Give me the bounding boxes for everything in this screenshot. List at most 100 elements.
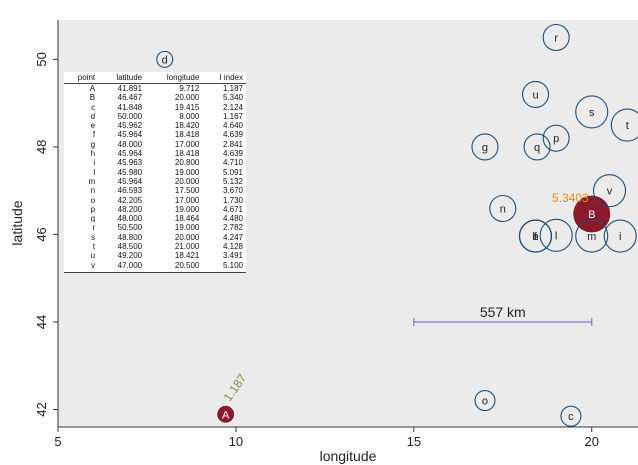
table-cell: 47.000 — [98, 260, 146, 273]
table-row: q 48.000 18.464 4.480 — [64, 214, 246, 223]
table-row: r 50.500 19.000 2.782 — [64, 223, 246, 232]
point-label: B — [588, 209, 595, 221]
point-q: q — [523, 133, 551, 161]
table-header-cell: longitude — [145, 72, 203, 84]
x-tick-label: 5 — [54, 434, 61, 449]
table-cell: 18.420 — [174, 121, 200, 131]
table-cell: 48.000 — [117, 139, 143, 149]
table-row: g 48.000 17.000 2.841 — [64, 140, 246, 149]
point-marker — [575, 95, 609, 129]
table-row: A 41.891 9.712 1.187 — [64, 84, 246, 94]
point-marker — [474, 389, 496, 412]
table-cell: 18.421 — [174, 251, 200, 261]
table-cell: 19.000 — [174, 167, 200, 177]
table-cell: 9.712 — [179, 84, 200, 93]
table-cell: 18.418 — [174, 149, 200, 159]
y-tick-label: 50 — [34, 52, 49, 66]
table-cell: d — [90, 111, 96, 121]
table-cell: 8.000 — [179, 111, 200, 121]
point-label: A — [222, 409, 230, 421]
table-row: s 48.800 20.000 4.247 — [64, 233, 246, 242]
table-cell: p — [90, 204, 96, 214]
x-tick-label: 10 — [229, 434, 243, 449]
point-label: l — [555, 230, 557, 242]
point-label: m — [587, 231, 596, 243]
table-cell: 17.500 — [174, 186, 200, 196]
point-marker — [560, 405, 582, 427]
point-label: s — [589, 107, 595, 119]
point-marker — [471, 133, 499, 161]
table-cell: 45.964 — [117, 176, 143, 186]
table-cell: u — [90, 251, 96, 261]
table-cell: 2.124 — [222, 102, 243, 112]
table-cell: 46.593 — [117, 186, 143, 196]
table-cell: 49.200 — [117, 251, 143, 261]
point-g: g — [471, 133, 499, 161]
table-cell: 45.962 — [117, 121, 143, 131]
point-d: d — [156, 50, 174, 68]
table-header-cell: latitude — [98, 72, 146, 84]
y-axis-title: latitude — [9, 200, 25, 245]
table-cell: 4.710 — [222, 158, 243, 168]
table-cell: 4.639 — [222, 149, 243, 159]
point-marker — [610, 108, 638, 142]
point-marker — [592, 174, 627, 208]
point-m: m — [575, 219, 609, 253]
point-v: v — [592, 174, 627, 208]
point-l: l — [539, 218, 573, 252]
table-cell: 21.000 — [174, 242, 200, 252]
table-row: t 48.500 21.000 4.128 — [64, 242, 246, 251]
table-cell: 5.091 — [222, 167, 243, 177]
point-label: r — [554, 33, 558, 45]
table-row: u 49.200 18.421 3.491 — [64, 251, 246, 260]
table-cell: e — [90, 121, 96, 131]
scale-bar: 557 km — [413, 304, 593, 326]
table-header-cell: I index — [202, 72, 246, 84]
point-p: p — [542, 124, 570, 152]
table-cell: g — [90, 139, 96, 149]
table-cell: 42.205 — [117, 195, 143, 205]
y-axis: 42 44 46 48 50 — [34, 20, 59, 427]
table-cell: 19.000 — [174, 204, 200, 214]
table-cell: 1.187 — [222, 84, 243, 93]
table-header-cell: point — [64, 72, 99, 84]
table-cell: 5.100 — [202, 260, 246, 273]
point-c: c — [560, 405, 582, 427]
point-t: t — [610, 108, 638, 142]
table-cell: 1.167 — [222, 111, 243, 121]
y-tick-label: 46 — [34, 227, 49, 241]
x-tick-label: 15 — [407, 434, 421, 449]
table-cell: 19.415 — [174, 102, 200, 112]
table-header-row: point latitude longitude I index — [64, 72, 246, 84]
table-cell: 5.132 — [222, 176, 243, 186]
point-i: i — [603, 219, 637, 253]
table-cell: 18.418 — [174, 130, 200, 140]
table-row: B 46.467 20.000 5.340 — [64, 93, 246, 102]
table-cell: 4.480 — [222, 214, 243, 224]
point-h: h — [518, 219, 553, 253]
table-cell: r — [92, 223, 96, 233]
table-cell: i — [93, 158, 96, 168]
table-cell: o — [90, 195, 96, 205]
point-r: r — [542, 23, 570, 52]
table-cell: 48.000 — [117, 214, 143, 224]
table-cell: 19.000 — [174, 223, 200, 233]
point-label: e — [532, 231, 538, 243]
table-cell: 41.891 — [117, 84, 143, 93]
table-row: h 45.964 18.418 4.639 — [64, 149, 246, 158]
table-cell: 4.247 — [222, 232, 243, 242]
table-cell: 50.500 — [117, 223, 143, 233]
table-cell: 20.000 — [174, 93, 200, 103]
table-cell: 20.500 — [145, 260, 203, 273]
table-cell: v — [64, 260, 99, 273]
table-cell: h — [90, 149, 96, 159]
table-cell: 41.848 — [117, 102, 143, 112]
table-row: n 46.593 17.500 3.670 — [64, 186, 246, 195]
table-row: e 45.962 18.420 4.640 — [64, 121, 246, 130]
point-marker — [542, 23, 570, 52]
table-cell: 50.000 — [117, 111, 143, 121]
index-table: point latitude longitude I index A 41.891 9.7… — [64, 72, 246, 273]
table-cell: A — [89, 84, 96, 93]
table-row: o 42.205 17.000 1.730 — [64, 196, 246, 205]
point-marker-highlight — [216, 404, 236, 424]
